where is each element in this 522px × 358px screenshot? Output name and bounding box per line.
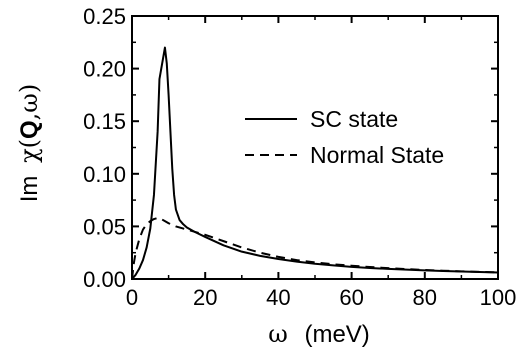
y-axis-label-prefix: Im bbox=[16, 176, 43, 203]
y-axis-label-q: Q bbox=[16, 120, 43, 139]
y-tick-label: 0.10 bbox=[83, 162, 126, 187]
x-tick-label: 40 bbox=[266, 285, 290, 310]
x-axis-label-unit: (meV) bbox=[304, 321, 369, 348]
y-tick-label: 0.05 bbox=[83, 214, 126, 239]
y-tick-label: 0.25 bbox=[83, 4, 126, 29]
y-axis-label: Im χ(Q,ω) bbox=[15, 84, 43, 202]
x-tick-label: 80 bbox=[413, 285, 437, 310]
x-tick-label: 0 bbox=[126, 285, 138, 310]
y-axis-label-chi: χ( bbox=[15, 139, 43, 163]
y-tick-label: 0.20 bbox=[83, 57, 126, 82]
y-axis-label-rest: ,ω) bbox=[15, 84, 43, 121]
x-tick-label: 100 bbox=[480, 285, 517, 310]
x-tick-label: 20 bbox=[193, 285, 217, 310]
plot-area: 0 20 40 60 80 100 0.00 0.05 0.10 0.15 0.20 0.25 bbox=[83, 4, 516, 310]
series-line-normal-state bbox=[132, 216, 498, 279]
x-axis-label-symbol: ω bbox=[268, 320, 288, 348]
y-tick-label: 0.00 bbox=[83, 267, 126, 292]
x-tick-label: 60 bbox=[339, 285, 363, 310]
x-axis-label: ω (meV) bbox=[268, 320, 370, 348]
y-tick-label: 0.15 bbox=[83, 109, 126, 134]
legend: SC state Normal State bbox=[245, 106, 444, 168]
legend-label-sc-state: SC state bbox=[310, 106, 398, 132]
legend-label-normal-state: Normal State bbox=[310, 142, 444, 168]
